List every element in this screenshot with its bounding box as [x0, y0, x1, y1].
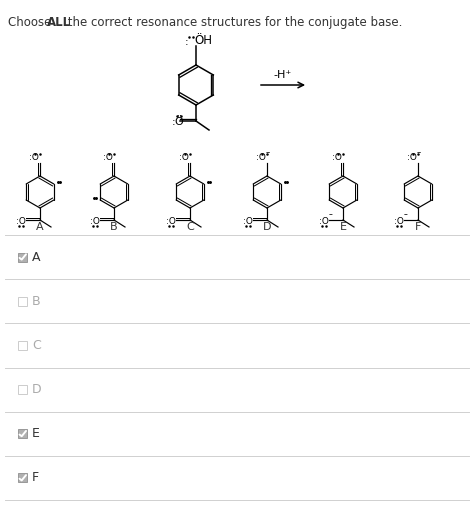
Text: –: –	[404, 211, 408, 220]
Bar	[18, 341, 27, 350]
Text: :O: :O	[255, 154, 265, 163]
Text: :O: :O	[407, 154, 417, 163]
Text: :O: :O	[166, 217, 176, 226]
Text: Choose: Choose	[8, 16, 55, 29]
Text: F: F	[415, 222, 421, 232]
Text: :O: :O	[331, 154, 341, 163]
Bar	[18, 385, 27, 394]
Bar	[18, 429, 27, 438]
Text: –: –	[329, 211, 333, 220]
Text: :O: :O	[90, 217, 100, 226]
Bar	[18, 297, 27, 306]
Text: E: E	[32, 427, 40, 440]
Text: the correct resonance structures for the conjugate base.: the correct resonance structures for the…	[64, 16, 402, 29]
Text: C: C	[186, 222, 194, 232]
Text: D: D	[32, 383, 42, 396]
Text: E: E	[339, 222, 346, 232]
Text: –: –	[417, 148, 421, 158]
Text: F: F	[32, 471, 39, 484]
Text: A: A	[36, 222, 44, 232]
Text: :O: :O	[102, 154, 112, 163]
Text: :O: :O	[319, 217, 329, 226]
Text: -H⁺: -H⁺	[274, 70, 292, 80]
Text: :: :	[172, 117, 176, 127]
Text: ALL: ALL	[47, 16, 71, 29]
Bar	[18, 252, 27, 262]
Bar	[18, 473, 27, 482]
Text: :O: :O	[394, 217, 404, 226]
Text: :: :	[185, 37, 189, 47]
Text: B: B	[32, 295, 41, 308]
Text: :O: :O	[16, 217, 26, 226]
Text: :O: :O	[28, 154, 38, 163]
Text: D: D	[263, 222, 271, 232]
Text: –: –	[266, 148, 270, 158]
Text: C: C	[32, 339, 41, 352]
Text: A: A	[32, 250, 40, 264]
Text: ÖH: ÖH	[194, 34, 212, 47]
Text: B: B	[110, 222, 118, 232]
Text: :O: :O	[243, 217, 253, 226]
Text: :O: :O	[179, 154, 189, 163]
Text: Ö: Ö	[174, 117, 183, 127]
